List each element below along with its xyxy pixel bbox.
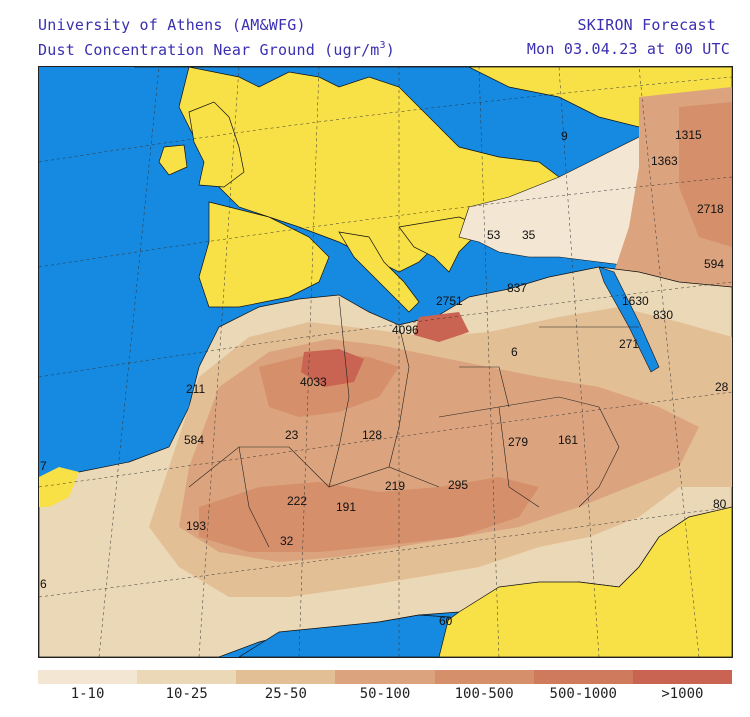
value-label: 23 xyxy=(285,428,299,442)
sahel-yellow xyxy=(438,506,732,657)
value-label: 28 xyxy=(715,380,729,394)
value-label: 2718 xyxy=(697,202,724,216)
dust-map: 1315 1363 2718 594 1630 830 271 28 9 53 … xyxy=(38,66,733,658)
value-label: 271 xyxy=(619,337,639,351)
value-label: 1315 xyxy=(675,128,702,142)
value-label: 53 xyxy=(487,228,501,242)
value-label: 594 xyxy=(704,257,724,271)
forecast-time-label: Mon 03.04.23 at 00 UTC xyxy=(526,40,730,58)
value-label: 35 xyxy=(522,228,536,242)
value-label: 4096 xyxy=(392,323,419,337)
map-canvas: 1315 1363 2718 594 1630 830 271 28 9 53 … xyxy=(39,67,732,657)
legend-swatch xyxy=(434,670,534,684)
red-sea xyxy=(598,266,660,373)
dust-layer-peak xyxy=(199,352,539,552)
value-label: 222 xyxy=(287,494,307,508)
legend-label: 50-100 xyxy=(359,686,411,702)
value-label: 279 xyxy=(508,435,528,449)
country-borders xyxy=(188,296,639,548)
legend-label: 10-25 xyxy=(165,686,208,702)
value-label: 1363 xyxy=(651,154,678,168)
legend-label: 1-10 xyxy=(70,686,105,702)
value-label: 80 xyxy=(713,497,727,511)
subtitle-close: ) xyxy=(385,41,396,59)
subtitle-text: Dust Concentration Near Ground (ugr/m xyxy=(38,41,380,59)
legend-label: 25-50 xyxy=(264,686,307,702)
value-label: 128 xyxy=(362,428,382,442)
value-label: 60 xyxy=(439,614,453,628)
legend-swatch xyxy=(236,670,336,684)
legend-swatch xyxy=(632,670,732,684)
concentration-labels: 1315 1363 2718 594 1630 830 271 28 9 53 … xyxy=(40,128,729,628)
legend-swatch xyxy=(533,670,633,684)
legend-label: >1000 xyxy=(661,686,704,702)
value-label: 6 xyxy=(40,577,47,591)
value-label: 4033 xyxy=(300,375,327,389)
map-subtitle: Dust Concentration Near Ground (ugr/m3) xyxy=(38,40,395,59)
west-africa-yellow xyxy=(39,467,79,507)
legend-label: 100-500 xyxy=(454,686,514,702)
british-isles xyxy=(158,101,245,188)
forecast-model-label: SKIRON Forecast xyxy=(577,16,716,34)
color-legend xyxy=(38,670,732,684)
legend-swatch xyxy=(38,670,138,684)
unit-superscript: 3 xyxy=(379,40,386,51)
value-label: 9 xyxy=(561,129,568,143)
value-label: 1630 xyxy=(622,294,649,308)
value-label: 837 xyxy=(507,281,527,295)
value-label: 219 xyxy=(385,479,405,493)
value-label: 191 xyxy=(336,500,356,514)
value-label: 2751 xyxy=(436,294,463,308)
legend-label: 500-1000 xyxy=(549,686,617,702)
dust-layer-max xyxy=(301,312,469,387)
value-label: 32 xyxy=(280,534,294,548)
map-title: University of Athens (AM&WFG) xyxy=(38,16,306,34)
value-label: 7 xyxy=(40,459,47,473)
middle-east-core xyxy=(679,102,732,247)
value-label: 6 xyxy=(511,345,518,359)
value-label: 830 xyxy=(653,308,673,322)
italy xyxy=(338,231,420,313)
value-label: 161 xyxy=(558,433,578,447)
value-label: 295 xyxy=(448,478,468,492)
grid-lines xyxy=(39,67,732,657)
legend-swatch xyxy=(137,670,237,684)
value-label: 584 xyxy=(184,433,204,447)
value-label: 193 xyxy=(186,519,206,533)
value-label: 211 xyxy=(186,382,205,396)
legend-labels: 1-10 10-25 25-50 50-100 100-500 500-1000 >1000 xyxy=(38,686,732,702)
legend-swatch xyxy=(335,670,435,684)
